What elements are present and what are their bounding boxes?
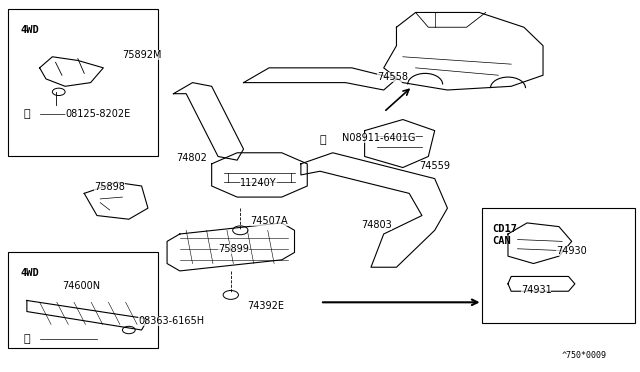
Text: 08363-6165H: 08363-6165H	[138, 316, 205, 326]
Text: 75898: 75898	[94, 182, 125, 192]
Text: 11240Y: 11240Y	[241, 178, 277, 188]
Text: 74803: 74803	[362, 220, 392, 230]
Text: ^750*0009: ^750*0009	[562, 350, 607, 359]
Text: 08125-8202E: 08125-8202E	[65, 109, 131, 119]
Text: 74600N: 74600N	[62, 282, 100, 291]
Text: CD17
CAN: CD17 CAN	[492, 224, 517, 246]
Bar	[483, 208, 636, 323]
Text: 74507A: 74507A	[250, 216, 287, 226]
Text: Ⓝ: Ⓝ	[320, 135, 326, 145]
Text: 74802: 74802	[177, 153, 207, 163]
Text: 75892M: 75892M	[122, 50, 162, 60]
Text: 74558: 74558	[378, 72, 408, 82]
Bar	[8, 9, 157, 157]
Text: 4WD: 4WD	[20, 25, 39, 35]
Text: 74931: 74931	[521, 285, 552, 295]
Text: 74930: 74930	[556, 246, 586, 256]
Text: 75899: 75899	[218, 244, 249, 254]
Text: 74392E: 74392E	[246, 301, 284, 311]
Text: N08911-6401G: N08911-6401G	[342, 133, 416, 143]
Text: Ⓢ: Ⓢ	[24, 109, 30, 119]
Text: 74559: 74559	[419, 161, 450, 171]
Text: Ⓢ: Ⓢ	[24, 334, 30, 344]
Bar	[8, 253, 157, 349]
Text: 4WD: 4WD	[20, 268, 39, 278]
